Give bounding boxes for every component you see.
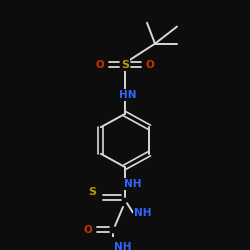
Text: O: O (96, 60, 104, 70)
Text: HN: HN (119, 90, 137, 100)
Text: NH: NH (134, 208, 152, 218)
Text: O: O (84, 225, 92, 235)
Text: NH: NH (124, 179, 142, 189)
Text: O: O (146, 60, 154, 70)
Text: NH: NH (114, 242, 132, 250)
Text: S: S (88, 187, 96, 197)
Text: S: S (121, 60, 129, 70)
